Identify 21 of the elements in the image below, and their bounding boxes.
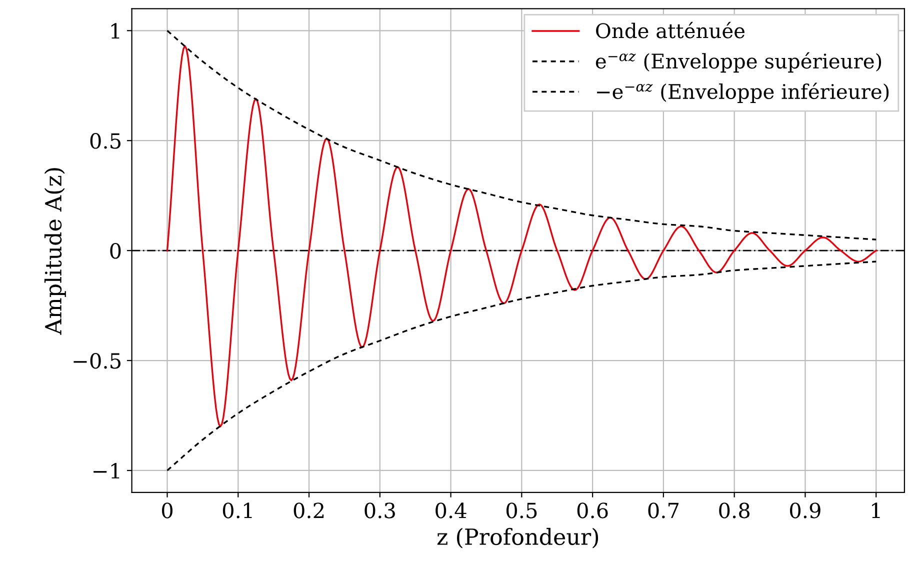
x-tick-label: 0: [162, 502, 172, 518]
y-tick-label: 0.5: [90, 133, 120, 149]
x-tick-label: 0.8: [719, 502, 750, 518]
y-tick-label: 0: [110, 243, 121, 259]
x-tick-label: 0.6: [577, 502, 608, 518]
y-tick-label: −1: [94, 462, 120, 478]
x-axis-title: z (Profondeur): [437, 528, 598, 548]
x-tick-label: 0.2: [294, 502, 324, 518]
x-tick-label: 0.7: [648, 502, 679, 518]
legend-label: e$^{−αz}$ (Enveloppe supérieure): [596, 52, 882, 73]
legend-label: Onde atténuée: [596, 22, 744, 38]
y-tick-label: 1: [111, 23, 120, 39]
y-tick-label: −0.5: [74, 352, 120, 369]
x-tick-label: 0.3: [364, 502, 395, 518]
x-tick-label: 0.9: [790, 502, 820, 518]
legend-label: −e$^{−αz}$ (Enveloppe inférieure): [597, 82, 889, 104]
x-tick-label: 1: [872, 502, 880, 518]
x-tick-label: 0.1: [222, 502, 252, 518]
x-tick-label: 0.5: [506, 502, 537, 518]
y-axis-title: Amplitude A(z): [44, 168, 66, 335]
x-tick-label: 0.4: [436, 502, 466, 518]
